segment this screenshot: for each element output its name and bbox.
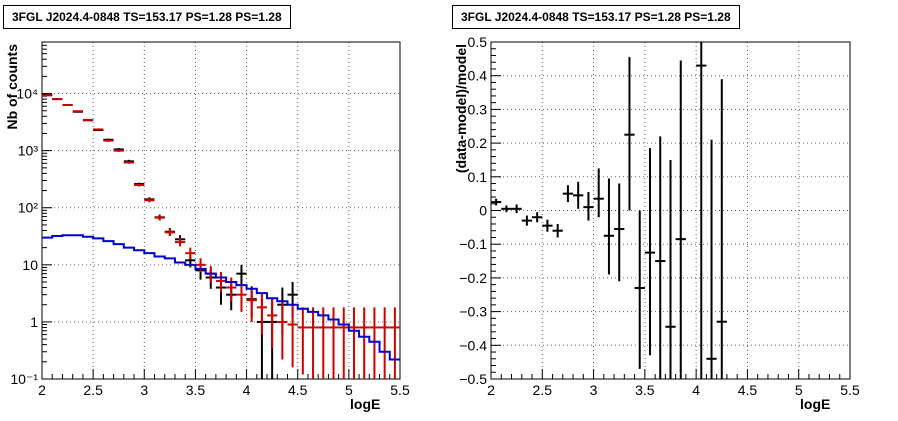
left-xtick-label: 5	[345, 382, 353, 398]
left-model-point	[246, 287, 257, 322]
right-xtick-label: 2.5	[533, 382, 553, 398]
left-xtick-label: 4.5	[288, 382, 308, 398]
left-model-point	[256, 293, 268, 335]
left-xtick-label: 5.5	[390, 382, 410, 398]
right-residuals-point	[593, 168, 604, 218]
left-xtick-label: 3.5	[186, 382, 206, 398]
left-model-point	[328, 307, 339, 379]
right-residuals-point	[706, 139, 717, 379]
left-model-point	[123, 161, 135, 164]
right-residuals-point	[491, 198, 502, 206]
right-residuals-point	[501, 205, 512, 213]
left-model-point	[379, 307, 390, 379]
right-residuals-point	[603, 178, 615, 275]
left-frame	[41, 41, 401, 380]
right-residuals-point	[552, 223, 563, 238]
left-model-point	[307, 307, 319, 379]
right-ytick-label: 0.2	[468, 135, 488, 151]
right-residuals-point	[562, 185, 574, 203]
left-model-point	[185, 247, 196, 260]
right-ytick-label: 0.1	[468, 169, 488, 185]
right-xtick-label: 5.5	[840, 382, 860, 398]
left-background-histogram	[42, 234, 400, 361]
right-ytick-label: −0.1	[459, 236, 487, 252]
right-ytick-label: 0.5	[468, 34, 488, 50]
left-model-point	[389, 307, 400, 379]
left-xtick-label: 4	[243, 382, 251, 398]
right-ytick-label: 0.4	[468, 68, 488, 84]
left-model-point	[174, 237, 186, 247]
right-residuals-point	[655, 136, 666, 379]
left-plot-title: 3FGL J2024.4-0848 TS=153.17 PS=1.28 PS=1…	[3, 5, 291, 29]
left-model-point	[154, 215, 165, 221]
left-model-point	[215, 271, 227, 293]
right-xtick-label: 3.5	[635, 382, 655, 398]
right-y-axis-title: (data-model)/model	[453, 44, 469, 173]
left-model-point	[93, 128, 104, 131]
left-x-axis-title: logE	[350, 396, 380, 412]
left-model-point	[297, 307, 308, 375]
left-model-point	[348, 307, 360, 379]
right-residuals-point	[644, 148, 656, 356]
left-model-point	[144, 198, 155, 203]
left-ytick-label: 10³	[18, 143, 39, 159]
left-ytick-label: 10⁴	[16, 86, 38, 102]
right-ytick-label: −0.3	[459, 304, 487, 320]
right-xtick-label: 2	[487, 382, 495, 398]
right-residuals-point	[675, 60, 686, 379]
right-residuals-point	[521, 215, 533, 226]
left-model-point	[359, 307, 370, 379]
left-model-point	[287, 304, 298, 368]
left-ytick-label: 10²	[18, 200, 39, 216]
right-residuals-point	[573, 181, 584, 209]
left-ytick-label: 1	[30, 314, 38, 330]
right-residuals-point	[716, 79, 727, 379]
left-model-point	[318, 307, 329, 379]
left-xtick-label: 3	[140, 382, 148, 398]
right-ytick-label: −0.2	[459, 270, 487, 286]
left-model-point	[277, 302, 288, 360]
right-residuals-point	[634, 210, 645, 369]
left-model-point	[72, 110, 83, 113]
left-model-point	[134, 183, 145, 187]
left-model-point	[52, 98, 63, 101]
right-ytick-label: 0.3	[468, 101, 488, 117]
left-model-point	[42, 94, 53, 97]
right-plot-title: 3FGL J2024.4-0848 TS=153.17 PS=1.28 PS=1…	[452, 5, 740, 29]
right-x-axis-title: logE	[800, 396, 830, 412]
right-residuals-point	[532, 212, 543, 223]
left-data-point	[236, 264, 247, 285]
left-model-point	[236, 284, 247, 312]
left-model-point	[62, 104, 73, 107]
right-residuals-point	[624, 57, 635, 211]
right-ytick-label: −0.4	[459, 337, 487, 353]
right-ytick-label: −0.5	[459, 371, 487, 387]
right-residuals-point	[583, 191, 594, 221]
right-xtick-label: 4	[692, 382, 700, 398]
left-xtick-label: 2.5	[83, 382, 103, 398]
left-model-point	[369, 307, 380, 379]
left-xtick-label: 2	[38, 382, 46, 398]
right-ytick-label: 0	[479, 203, 487, 219]
right-residuals-point	[665, 159, 676, 379]
left-model-point	[338, 307, 349, 379]
left-y-axis-title: Nb of counts	[4, 44, 20, 130]
left-plot: 2 2.5 3 3.5 4 4.5 5 5.5 10⁻¹ 1 10 10² 10³ 10⁴ logE Nb o…	[4, 41, 410, 412]
right-xtick-label: 5	[795, 382, 803, 398]
left-ytick-label: 10⁻¹	[10, 371, 38, 387]
right-residuals-point	[542, 219, 553, 232]
right-xtick-label: 3	[590, 382, 598, 398]
right-plot: 2 2.5 3 3.5 4 4.5 5 5.5 −0.5 −0.4 −0.3 −0.2 −0.1 0 0.1…	[453, 34, 860, 412]
left-ytick-label: 10	[22, 257, 38, 273]
left-model-point	[164, 229, 175, 236]
right-residuals-point	[696, 42, 707, 379]
right-residuals-point	[614, 183, 625, 282]
left-model-point	[113, 149, 124, 152]
right-xtick-label: 4.5	[738, 382, 758, 398]
left-model-point	[267, 298, 278, 348]
left-model-point	[103, 139, 114, 142]
right-residuals-point	[511, 204, 522, 214]
left-model-point	[82, 118, 94, 121]
